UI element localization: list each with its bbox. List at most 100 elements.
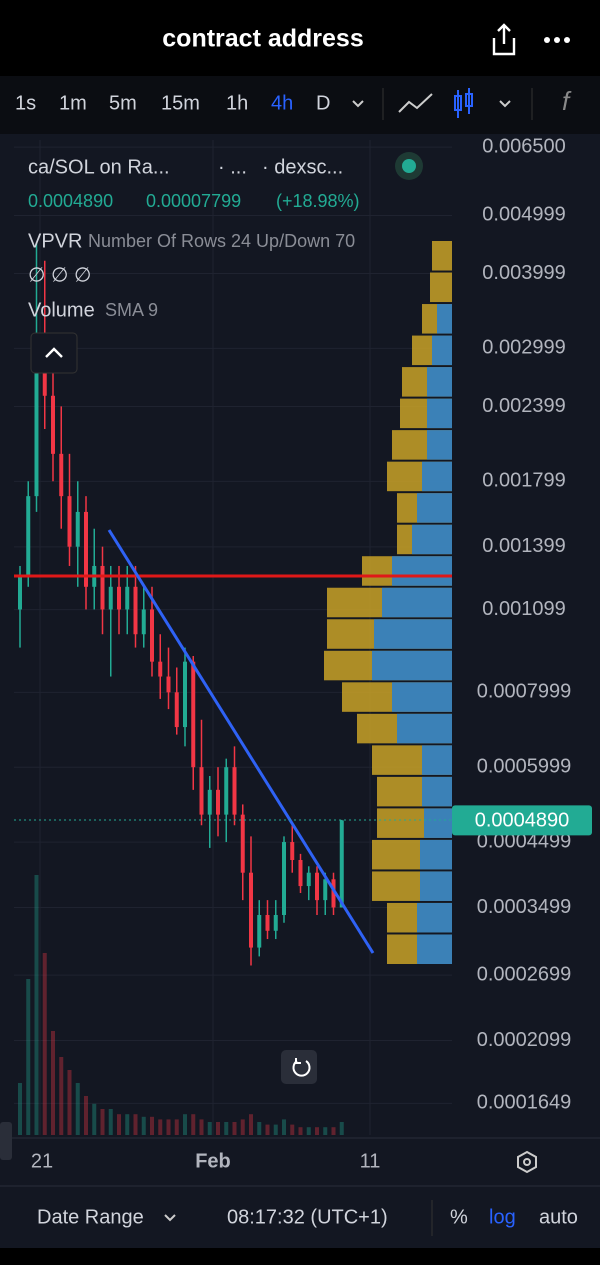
vpvr-down xyxy=(437,304,452,334)
candle-body xyxy=(257,915,262,948)
legend-change: 0.00007799 xyxy=(146,191,241,211)
settings-button[interactable] xyxy=(517,1150,537,1174)
vpvr-down xyxy=(420,839,452,870)
volume-params: SMA 9 xyxy=(105,300,158,320)
vpvr-params: Number Of Rows 24 Up/Down 70 xyxy=(88,231,355,251)
log-toggle[interactable]: log xyxy=(489,1206,516,1228)
more-button[interactable] xyxy=(544,37,570,43)
candle-body xyxy=(125,586,130,610)
volume-bar xyxy=(125,1114,130,1135)
volume-bar xyxy=(207,1122,212,1135)
legend-change-pct: (+18.98%) xyxy=(276,191,360,211)
candle-body xyxy=(191,661,196,768)
dropdown[interactable] xyxy=(352,100,364,108)
volume-bar xyxy=(92,1103,97,1135)
collapse-legend-button[interactable] xyxy=(30,332,78,374)
toolbar xyxy=(0,76,600,134)
volume-bar xyxy=(166,1119,171,1135)
volume-label: Volume xyxy=(28,299,95,321)
candle-body xyxy=(199,767,204,815)
candle-body xyxy=(323,879,328,901)
candle-body xyxy=(183,661,187,728)
vpvr-down xyxy=(420,871,452,901)
volume-bar xyxy=(26,979,31,1135)
chart-type-button[interactable] xyxy=(454,88,473,118)
volume-bar xyxy=(117,1114,121,1135)
side-tab[interactable] xyxy=(0,1122,12,1160)
candle-body xyxy=(290,842,295,861)
vpvr-down xyxy=(392,556,452,586)
share-button[interactable] xyxy=(492,23,516,56)
volume-bar xyxy=(174,1119,179,1135)
interval-button[interactable]: 1m xyxy=(59,92,87,114)
interval-button[interactable]: 1s xyxy=(15,92,36,114)
footer-bar xyxy=(0,1186,600,1248)
candle-body xyxy=(133,586,138,635)
volume-bar xyxy=(158,1119,163,1135)
reset-icon xyxy=(292,1058,311,1077)
interval-button[interactable]: 1h xyxy=(226,92,248,114)
volume-bar xyxy=(257,1122,262,1135)
reset-view-button[interactable] xyxy=(281,1050,317,1084)
vpvr-down xyxy=(422,461,452,492)
candle-body xyxy=(232,767,237,815)
vpvr-down xyxy=(427,398,452,429)
volume-bar xyxy=(133,1114,138,1135)
dropdown xyxy=(164,1214,176,1222)
clock: 08:17:32 (UTC+1) xyxy=(227,1206,388,1228)
candle-body xyxy=(26,496,31,577)
header-bar xyxy=(0,0,600,76)
percent-toggle[interactable]: % xyxy=(450,1206,468,1228)
vpvr-down xyxy=(424,808,452,838)
volume-bar xyxy=(306,1127,311,1135)
date-range-button[interactable]: Date Range xyxy=(37,1206,144,1228)
vpvr-down xyxy=(422,745,452,775)
candle-body xyxy=(282,842,286,916)
vpvr-down xyxy=(392,682,452,712)
last-price-label: 0.0004890 xyxy=(475,810,570,832)
candle-body xyxy=(339,820,344,908)
candle-body xyxy=(265,915,270,931)
bottom-edge xyxy=(0,1248,600,1260)
interval-button[interactable]: 5m xyxy=(109,92,137,114)
candle-body xyxy=(18,576,22,610)
volume-bar xyxy=(141,1116,146,1135)
candle-body xyxy=(298,860,303,887)
interval-button[interactable]: 15m xyxy=(161,92,200,114)
candle-body xyxy=(59,453,64,497)
volume-bar xyxy=(67,1070,72,1135)
y-tick-label: 0.0005999 xyxy=(477,756,572,778)
volume-bar xyxy=(298,1127,303,1135)
volume-bar xyxy=(331,1127,336,1135)
volume-bar xyxy=(59,1057,64,1135)
volume-bar xyxy=(84,1096,88,1135)
trend-line-drawing xyxy=(107,529,375,954)
y-tick-label: 0.001399 xyxy=(482,535,565,557)
vpvr-down xyxy=(432,335,452,366)
volume-bar xyxy=(216,1122,220,1135)
volume-bar xyxy=(191,1114,196,1135)
volume-bar xyxy=(51,1031,55,1135)
candle-body xyxy=(315,872,319,901)
vpvr-down xyxy=(412,524,452,555)
candle-body xyxy=(67,496,72,547)
status-dot xyxy=(402,159,416,173)
candle-body xyxy=(174,692,179,728)
x-tick-label: 11 xyxy=(360,1150,381,1172)
vpvr-total xyxy=(430,272,452,303)
auto-toggle[interactable]: auto xyxy=(539,1206,578,1228)
legend-price: 0.0004890 xyxy=(28,191,113,211)
volume-bar xyxy=(150,1116,154,1135)
y-tick-label: 0.002999 xyxy=(482,337,565,359)
vpvr-down xyxy=(397,713,452,744)
volume-bar xyxy=(282,1119,286,1135)
volume-bar xyxy=(100,1109,105,1135)
vpvr-down xyxy=(417,493,452,523)
interval-button[interactable]: 4h xyxy=(271,92,293,114)
dropdown[interactable] xyxy=(499,100,511,108)
indicators-button[interactable]: f xyxy=(562,86,572,116)
line-style-button[interactable] xyxy=(398,93,433,113)
interval-button[interactable]: D xyxy=(316,92,330,114)
